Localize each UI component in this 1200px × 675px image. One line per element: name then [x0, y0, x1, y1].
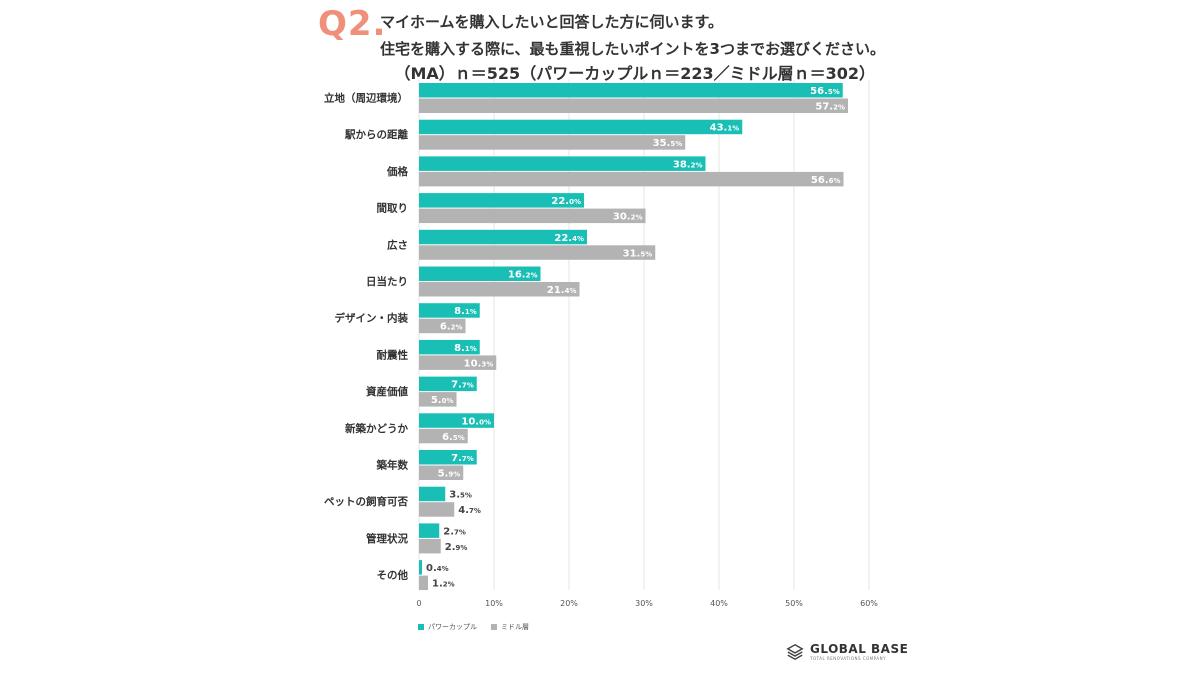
bar-1-5	[419, 282, 580, 297]
category-label-8: 資産価値	[366, 385, 408, 398]
category-label-6: デザイン・内装	[335, 312, 409, 325]
data-label-1-0: 57.2%	[815, 102, 845, 113]
bar-0-4	[419, 229, 587, 245]
bar-1-7	[419, 355, 497, 370]
data-label-0-9: 10.0%	[461, 416, 491, 427]
bar-1-0	[419, 98, 848, 113]
category-label-5: 日当たり	[366, 275, 408, 288]
category-label-0: 立地（周辺環境）	[324, 92, 408, 105]
data-label-1-5: 21.4%	[547, 285, 577, 296]
category-label-10: 築年数	[376, 459, 409, 472]
bar-1-4	[419, 245, 656, 260]
question-number: Q2.	[318, 4, 387, 44]
category-label-11: ペットの飼育可否	[324, 495, 408, 508]
bar-0-10	[419, 450, 477, 465]
bar-1-2	[419, 171, 844, 187]
x-tick-label-5: 50%	[785, 599, 803, 608]
data-label-1-6: 6.2%	[440, 322, 463, 333]
category-label-7: 耐震性	[377, 348, 409, 361]
layers-logo-icon	[786, 643, 804, 661]
data-label-0-5: 16.2%	[508, 270, 538, 281]
data-label-1-1: 35.5%	[653, 138, 683, 149]
data-label-0-0: 56.5%	[810, 86, 840, 97]
bar-0-5	[419, 266, 541, 281]
data-label-0-6: 8.1%	[454, 306, 477, 317]
x-tick-label-3: 30%	[635, 599, 653, 608]
bar-1-6	[419, 318, 466, 334]
question-text-line-3: （MA）ｎ＝525（パワーカップルｎ＝223／ミドル層ｎ＝302）	[394, 64, 875, 83]
data-label-0-13: 0.4%	[426, 563, 449, 574]
category-label-1: 駅からの距離	[345, 128, 408, 141]
legend-swatch-power-couple	[418, 624, 424, 630]
data-label-1-11: 4.7%	[458, 505, 481, 516]
legend-swatch-middle	[491, 624, 497, 630]
bar-0-12	[419, 523, 440, 538]
legend-label-middle: ミドル層	[501, 623, 529, 631]
data-label-0-4: 22.4%	[554, 233, 584, 244]
legend-label-power-couple: パワーカップル	[428, 623, 477, 631]
bar-0-9	[419, 413, 494, 428]
data-label-1-4: 31.5%	[623, 248, 653, 259]
x-tick-label-4: 40%	[710, 599, 728, 608]
bar-0-11	[419, 486, 446, 502]
company-logo: GLOBAL BASE TOTAL RENOVATIONS COMPANY	[786, 643, 908, 661]
bar-1-9	[419, 428, 468, 444]
data-label-1-8: 5.0%	[431, 395, 454, 406]
bar-1-12	[419, 538, 441, 554]
data-label-1-3: 30.2%	[613, 212, 643, 223]
bar-1-3	[419, 208, 646, 224]
category-label-2: 価格	[386, 165, 408, 178]
bar-0-1	[419, 119, 743, 135]
bar-0-13	[419, 560, 422, 575]
bar-1-11	[419, 502, 455, 517]
data-label-0-8: 7.7%	[451, 380, 474, 391]
category-label-4: 広さ	[387, 238, 408, 251]
bar-1-8	[419, 392, 457, 407]
bar-0-0	[419, 83, 843, 98]
data-label-0-2: 38.2%	[673, 159, 703, 170]
bar-0-6	[419, 303, 480, 318]
category-label-9: 新築かどうか	[345, 422, 408, 435]
data-label-0-3: 22.0%	[551, 196, 581, 207]
legend-item-middle: ミドル層	[491, 622, 529, 632]
x-tick-label-6: 60%	[860, 599, 878, 608]
data-label-1-13: 1.2%	[432, 579, 455, 590]
bar-1-13	[419, 575, 428, 591]
data-label-0-10: 7.7%	[451, 453, 474, 464]
data-label-0-12: 2.7%	[443, 526, 466, 537]
data-label-1-10: 5.9%	[438, 469, 461, 480]
data-label-1-2: 56.6%	[811, 175, 841, 186]
question-text-line-2: 住宅を購入する際に、最も重視したいポイントを3つまでお選びください。	[380, 40, 885, 58]
x-tick-label-1: 10%	[485, 599, 503, 608]
logo-sub-text: TOTAL RENOVATIONS COMPANY	[810, 656, 887, 661]
data-label-1-12: 2.9%	[445, 542, 468, 553]
data-label-0-1: 43.1%	[710, 123, 740, 134]
bar-0-2	[419, 156, 706, 171]
question-label: Q2.	[318, 4, 386, 44]
legend-item-power-couple: パワーカップル	[418, 622, 477, 632]
category-label-3: 間取り	[377, 203, 409, 215]
data-label-1-7: 10.3%	[464, 358, 494, 369]
bar-1-10	[419, 465, 464, 480]
bar-0-8	[419, 376, 477, 392]
data-label-0-11: 3.5%	[449, 490, 472, 501]
bar-1-1	[419, 135, 686, 150]
data-label-1-9: 6.5%	[442, 432, 465, 443]
category-label-13: その他	[377, 569, 409, 582]
data-label-0-7: 8.1%	[454, 343, 477, 354]
bar-0-3	[419, 193, 584, 208]
category-label-12: 管理状況	[366, 532, 408, 545]
legend: パワーカップル ミドル層	[418, 622, 529, 632]
x-tick-label-2: 20%	[560, 599, 578, 608]
bar-0-7	[419, 339, 480, 355]
x-tick-label-0: 0	[416, 599, 421, 608]
logo-main-text: GLOBAL BASE	[810, 642, 909, 656]
question-text-line-1: マイホームを購入したいと回答した方に伺います。	[380, 13, 724, 31]
